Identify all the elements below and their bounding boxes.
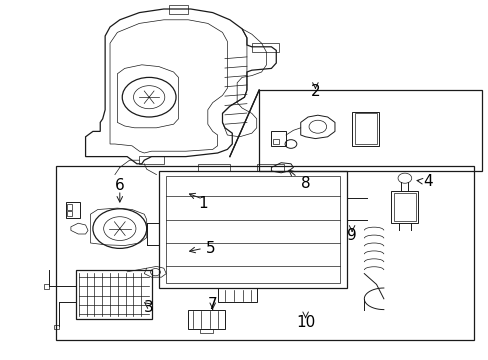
Bar	[198, 164, 229, 171]
Bar	[44, 284, 49, 289]
Bar	[139, 156, 163, 164]
Bar	[188, 310, 224, 329]
Bar	[217, 288, 256, 302]
Text: 5: 5	[205, 241, 215, 256]
Bar	[168, 5, 188, 14]
Text: 8: 8	[300, 176, 310, 191]
Bar	[272, 139, 278, 144]
Bar	[271, 131, 285, 146]
Bar	[259, 90, 481, 171]
Bar	[67, 204, 72, 210]
Bar	[66, 202, 80, 218]
Bar	[56, 166, 473, 340]
Text: 2: 2	[310, 84, 320, 99]
Bar	[354, 113, 376, 144]
Bar	[159, 171, 346, 288]
Text: 7: 7	[207, 297, 217, 312]
Bar	[393, 193, 415, 221]
Text: 9: 9	[346, 228, 356, 243]
Bar	[200, 329, 212, 333]
Text: 1: 1	[198, 196, 207, 211]
Bar	[166, 176, 339, 283]
Bar	[351, 112, 378, 146]
Bar	[251, 43, 278, 52]
Bar	[54, 325, 59, 329]
Text: 6: 6	[115, 178, 124, 193]
Bar	[76, 270, 151, 319]
Text: 10: 10	[295, 315, 315, 330]
Text: 4: 4	[422, 174, 432, 189]
Text: 3: 3	[144, 300, 154, 315]
Bar	[390, 191, 417, 223]
Bar	[256, 164, 283, 171]
Bar	[67, 211, 72, 216]
